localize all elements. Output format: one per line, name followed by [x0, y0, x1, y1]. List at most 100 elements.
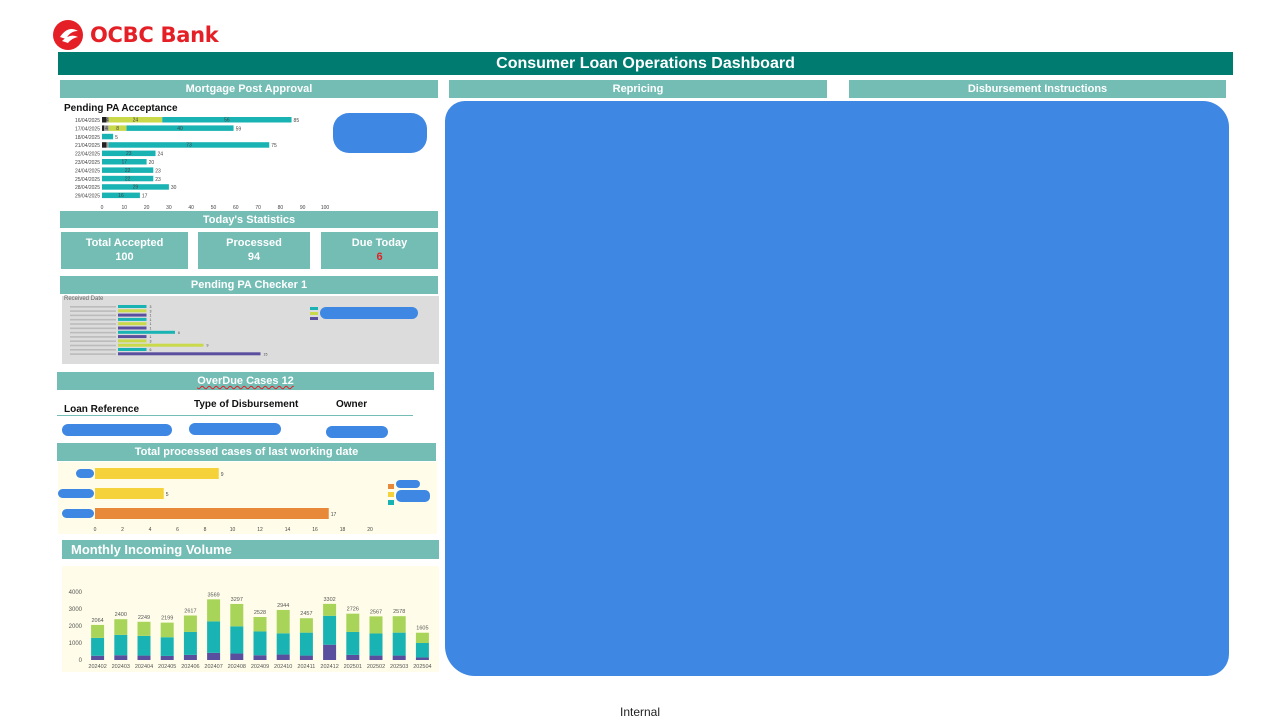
- bar-label: 6: [178, 331, 180, 335]
- legend-swatch: [388, 500, 394, 505]
- total-label: 23: [155, 177, 161, 183]
- bar-segment: [183, 615, 197, 632]
- x-tick-label: 202407: [204, 664, 222, 670]
- x-tick-label: 16: [312, 527, 318, 533]
- bar-segment: [299, 618, 313, 633]
- bar-segment: [183, 654, 197, 660]
- total-accepted-label: Total Accepted: [85, 237, 164, 249]
- monthly-volume-panel: 0 1000 2000 3000 4000 2064 202402 2400 202403 224…: [62, 566, 439, 672]
- segment-label: 4: [106, 118, 109, 124]
- bar-segment: [137, 635, 151, 656]
- x-tick-label: 30: [166, 205, 172, 211]
- col-loan-reference: Loan Reference: [64, 404, 140, 415]
- y-tick-label: [70, 336, 116, 338]
- x-tick-label: 12: [257, 527, 263, 533]
- bar-segment: [102, 159, 147, 165]
- bar-segment: [207, 599, 221, 622]
- checker-legend-title: Received Date: [64, 296, 104, 302]
- checker-chart-panel: Received Date 3 3 1 1 1 1 6 1 3 9 6 15: [62, 296, 439, 364]
- x-tick-label: 202411: [297, 664, 315, 670]
- bar-segment: [91, 624, 105, 638]
- bar-segment: [102, 142, 107, 148]
- redaction-mask: [326, 426, 388, 438]
- bar-segment: [369, 616, 383, 634]
- total-label: 2578: [393, 609, 405, 615]
- ocbc-logo: OCBC Bank: [52, 18, 219, 52]
- total-label: 2726: [347, 607, 359, 613]
- y-tick-label: [70, 331, 116, 334]
- bar: [118, 343, 204, 347]
- segment-label: 73: [186, 143, 192, 149]
- y-tick-label: [70, 349, 116, 351]
- legend-swatch: [388, 484, 394, 489]
- x-tick-label: 202412: [320, 664, 338, 670]
- processed-value: 94: [247, 251, 261, 263]
- x-tick-label: 2: [121, 527, 124, 533]
- bar-segment: [415, 643, 429, 658]
- y-tick-label: 22/04/2025: [75, 152, 100, 158]
- y-tick-label: [70, 353, 116, 355]
- bar-segment: [415, 657, 429, 660]
- bar-segment: [230, 653, 244, 660]
- segment-label: 16: [118, 193, 124, 199]
- due-today-card: Due Today 6: [321, 232, 438, 269]
- due-today-label: Due Today: [351, 237, 408, 249]
- x-tick-label: 202504: [413, 664, 431, 670]
- overdue-header: OverDue Cases 12: [57, 372, 434, 390]
- y-tick-label: 0: [79, 658, 83, 664]
- bar-segment: [106, 142, 109, 148]
- x-tick-label: 0: [101, 205, 104, 211]
- bar: [118, 352, 261, 356]
- x-tick-label: 14: [285, 527, 291, 533]
- total-label: 2249: [138, 615, 150, 621]
- segment-label: 40: [177, 126, 183, 132]
- bar-segment: [415, 632, 429, 643]
- x-tick-label: 8: [204, 527, 207, 533]
- redaction-mask-large: [445, 101, 1229, 676]
- bar-segment: [91, 637, 105, 656]
- bar-segment: [102, 175, 154, 182]
- bar-segment: [392, 632, 406, 656]
- x-tick-label: 10: [230, 527, 236, 533]
- total-label: 30: [171, 185, 177, 191]
- bar-segment: [108, 117, 163, 123]
- total-label: 75: [271, 143, 277, 149]
- col-type-of-disbursement: Type of Disbursement: [194, 399, 299, 410]
- bar-segment: [253, 617, 267, 632]
- bar-segment: [230, 603, 244, 627]
- redaction-mask: [62, 509, 94, 518]
- bar-segment: [106, 117, 109, 123]
- total-label: 1605: [416, 626, 428, 632]
- total-label: 2064: [91, 618, 103, 624]
- total-label: 2617: [184, 609, 196, 615]
- classification-label: Internal: [619, 705, 661, 719]
- y-tick-label: [70, 323, 116, 325]
- bar-segment: [276, 654, 290, 660]
- bar: [95, 488, 164, 499]
- bar-segment: [346, 613, 360, 632]
- ocbc-logo-icon: [53, 20, 83, 50]
- bar-label: 3: [150, 339, 152, 343]
- bar-segment: [102, 184, 169, 190]
- overdue-header-label: OverDue Cases 12: [197, 375, 294, 387]
- total-label: 5: [115, 135, 118, 141]
- x-tick-label: 80: [278, 205, 284, 211]
- total-accepted-card: Total Accepted 100: [61, 232, 188, 269]
- processed-label: Processed: [226, 237, 282, 249]
- bar-segment: [346, 631, 360, 655]
- disbursement-header: Disbursement Instructions: [849, 80, 1226, 98]
- bar-segment: [253, 655, 267, 660]
- x-tick-label: 0: [94, 527, 97, 533]
- bar-segment: [299, 655, 313, 660]
- segment-label: 17: [122, 160, 128, 166]
- bar-segment: [369, 655, 383, 660]
- y-tick-label: [70, 306, 116, 308]
- due-today-value: 6: [376, 251, 383, 263]
- x-tick-label: 6: [176, 527, 179, 533]
- overdue-divider: [57, 415, 413, 416]
- y-tick-label: 28/04/2025: [75, 185, 100, 191]
- processed-last-header: Total processed cases of last working da…: [57, 443, 436, 461]
- legend-swatch: [310, 307, 318, 310]
- bar-segment: [108, 125, 127, 131]
- bar-segment: [162, 117, 292, 123]
